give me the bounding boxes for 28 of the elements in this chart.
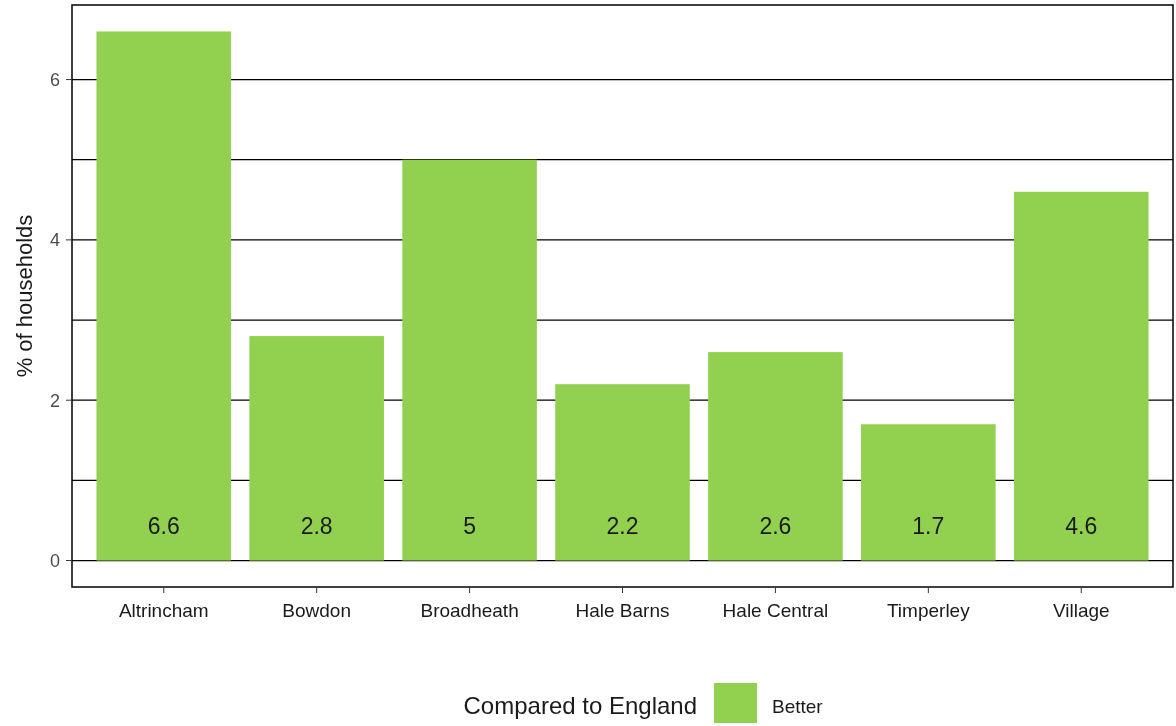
data-label: 2.8 [300,512,333,539]
data-label: 1.7 [912,512,945,539]
y-tick-label: 0 [49,550,60,571]
x-tick-label: Altrincham [118,600,209,621]
y-tick-label: 6 [49,69,60,90]
legend-title: Compared to England [463,692,697,720]
bar [96,31,232,561]
x-tick-label: Bowdon [282,600,351,621]
bar [555,384,690,561]
y-axis-title: % of households [12,214,37,378]
bar [708,352,843,561]
bar [402,159,537,561]
x-tick-label: Village [1052,600,1110,621]
bar [1013,191,1149,561]
data-label: 6.6 [147,512,180,539]
data-label: 2.2 [606,512,639,539]
y-tick-label: 2 [49,390,60,411]
data-label: 5 [463,512,476,539]
legend-label: Better [772,695,824,717]
data-label: 4.6 [1065,512,1098,539]
x-tick-label: Broadheath [420,600,519,621]
x-tick-label: Hale Central [722,600,829,621]
bar [861,424,996,561]
bar [249,336,384,561]
data-label: 2.6 [759,512,792,539]
x-tick-label: Hale Barns [575,600,670,621]
y-tick-label: 4 [49,230,60,251]
x-tick-label: Timperley [886,600,971,621]
